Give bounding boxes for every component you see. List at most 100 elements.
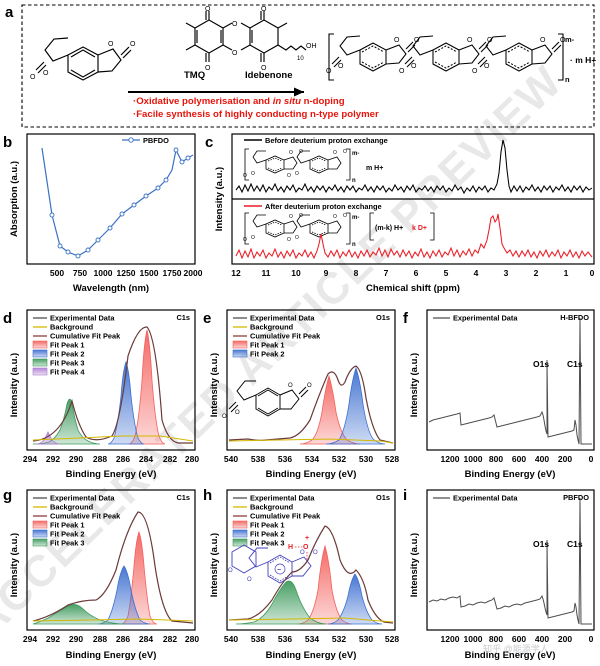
panel-h-xlabel: Binding Energy (eV) bbox=[266, 650, 357, 661]
svg-text:282: 282 bbox=[163, 634, 177, 644]
idebenone-ome-2: O bbox=[232, 50, 238, 57]
panel-i-legend-label: Experimental Data bbox=[453, 494, 518, 503]
panel-i-peak-c1s: C1s bbox=[567, 539, 583, 549]
svg-text:Experimental Data: Experimental Data bbox=[250, 314, 315, 323]
panel-d-fit-peak-2 bbox=[107, 360, 145, 445]
svg-text:O: O bbox=[287, 173, 291, 179]
svg-text:538: 538 bbox=[251, 634, 265, 644]
panel-i-survey-trace bbox=[428, 497, 592, 625]
polymer-o-8: O bbox=[399, 68, 405, 75]
panel-h-inset-hbond: H O + bbox=[288, 535, 309, 562]
panel-d-cumulative-fit bbox=[32, 326, 193, 444]
panel-f-ylabel: Intensity (a.u.) bbox=[409, 353, 420, 417]
svg-text:532: 532 bbox=[332, 454, 346, 464]
panel-h-inset-molecule: O O O O − bbox=[228, 544, 318, 584]
svg-text:Experimental Data: Experimental Data bbox=[50, 494, 115, 503]
panel-g-cumulative-fit bbox=[32, 511, 194, 624]
svg-text:2: 2 bbox=[534, 268, 539, 278]
panel-e-plot bbox=[228, 365, 394, 445]
svg-text:O: O bbox=[247, 577, 252, 583]
svg-text:536: 536 bbox=[278, 634, 292, 644]
svg-text:O: O bbox=[289, 150, 293, 156]
tmq-structure: O O bbox=[185, 6, 233, 72]
svg-text:0: 0 bbox=[590, 268, 595, 278]
svg-text:12: 12 bbox=[231, 268, 241, 278]
panel-d-plot bbox=[32, 326, 194, 445]
panel-h-plot bbox=[228, 525, 394, 625]
svg-text:1000: 1000 bbox=[94, 268, 113, 278]
panel-a-dashed-border bbox=[21, 4, 595, 128]
panel-a-bullet-1: ·Oxidative polymerisation and in situ n-… bbox=[133, 96, 345, 107]
panel-c-bottom-h: (m-k) H+ bbox=[375, 225, 403, 232]
svg-text:500: 500 bbox=[50, 268, 64, 278]
polymer-charge: m- bbox=[565, 35, 575, 44]
svg-text:540: 540 bbox=[224, 634, 238, 644]
svg-text:Background: Background bbox=[250, 323, 294, 332]
svg-text:1200: 1200 bbox=[441, 454, 460, 464]
svg-text:Fit Peak 2: Fit Peak 2 bbox=[250, 530, 285, 539]
panel-e-background bbox=[228, 438, 394, 444]
reaction-arrow bbox=[128, 87, 304, 97]
svg-text:O: O bbox=[300, 550, 305, 556]
panel-h-inset-minus: − bbox=[277, 567, 281, 574]
panel-e-species: O1s bbox=[376, 313, 390, 322]
panel-e-xlabel: Binding Energy (eV) bbox=[266, 469, 357, 480]
panel-c-top-n: n bbox=[352, 178, 356, 184]
svg-text:7: 7 bbox=[384, 268, 389, 278]
svg-text:O: O bbox=[333, 150, 337, 156]
panel-c: c Before deuterium proton exchange After… bbox=[205, 133, 595, 294]
panel-c-bottom-charge: m- bbox=[352, 215, 359, 221]
svg-text:200: 200 bbox=[558, 634, 572, 644]
svg-text:Fit Peak 1: Fit Peak 1 bbox=[250, 521, 285, 530]
svg-text:750: 750 bbox=[73, 268, 87, 278]
svg-text:3: 3 bbox=[504, 268, 509, 278]
svg-text:534: 534 bbox=[305, 454, 319, 464]
panel-g-xlabel: Binding Energy (eV) bbox=[66, 650, 157, 661]
svg-text:6: 6 bbox=[414, 268, 419, 278]
polymer-o-6: O bbox=[411, 63, 417, 70]
panel-f-survey-trace bbox=[428, 317, 592, 445]
svg-text:290: 290 bbox=[69, 634, 83, 644]
panel-i-sample: PBFDO bbox=[563, 493, 589, 502]
panel-f-sample: H-BFDO bbox=[560, 313, 589, 322]
polymer-counterion: · m H+ bbox=[570, 55, 596, 65]
svg-text:O: O bbox=[295, 235, 299, 241]
svg-text:0: 0 bbox=[589, 634, 594, 644]
svg-text:800: 800 bbox=[489, 454, 503, 464]
panel-b-ylabel: Absorption (a.u.) bbox=[9, 161, 20, 237]
svg-text:Cumulative Fit Peak: Cumulative Fit Peak bbox=[250, 512, 321, 521]
panel-c-inset-top: O O O O O O O O bbox=[243, 148, 351, 181]
panel-b-legend-label: PBFDO bbox=[143, 136, 169, 145]
svg-text:528: 528 bbox=[385, 454, 399, 464]
svg-text:540: 540 bbox=[224, 454, 238, 464]
svg-text:280: 280 bbox=[185, 634, 199, 644]
panel-d-legend: Experimental Data Background Cumulative … bbox=[32, 314, 121, 377]
panel-i-legend: Experimental Data bbox=[433, 494, 518, 503]
svg-text:200: 200 bbox=[558, 454, 572, 464]
svg-text:Experimental Data: Experimental Data bbox=[50, 314, 115, 323]
svg-text:532: 532 bbox=[332, 634, 346, 644]
svg-text:528: 528 bbox=[385, 634, 399, 644]
panel-e-inset-molecule: O O O O bbox=[222, 380, 312, 420]
panel-g: g C1s Experimental Data Background Cumul… bbox=[3, 487, 199, 661]
svg-text:O: O bbox=[299, 213, 303, 219]
panel-b-frame bbox=[26, 133, 196, 265]
svg-text:1250: 1250 bbox=[117, 268, 136, 278]
panel-d-fit-peak-4 bbox=[35, 430, 61, 445]
polymer-o-5: O bbox=[467, 37, 473, 44]
panel-e-fit-peak-2 bbox=[325, 366, 386, 445]
tmq-o-top: O bbox=[205, 6, 211, 13]
svg-text:290: 290 bbox=[69, 454, 83, 464]
panel-g-legend: Experimental Data Background Cumulative … bbox=[32, 494, 121, 548]
svg-text:O: O bbox=[333, 214, 337, 220]
svg-text:600: 600 bbox=[512, 634, 526, 644]
svg-text:8: 8 bbox=[354, 268, 359, 278]
panel-h-background bbox=[228, 617, 394, 623]
panel-f-legend: Experimental Data bbox=[433, 314, 518, 323]
idebenone-label: Idebenone bbox=[245, 70, 293, 81]
svg-text:Background: Background bbox=[50, 323, 94, 332]
panel-c-legend-top-label: Before deuterium proton exchange bbox=[265, 136, 388, 145]
panel-c-top-counterion: m H+ bbox=[366, 165, 383, 172]
svg-text:Cumulative Fit Peak: Cumulative Fit Peak bbox=[50, 512, 121, 521]
panel-d-background bbox=[32, 435, 194, 442]
